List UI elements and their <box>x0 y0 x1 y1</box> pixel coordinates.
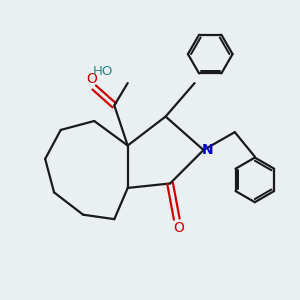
Text: O: O <box>87 72 98 86</box>
Text: HO: HO <box>93 65 113 78</box>
Text: O: O <box>174 221 184 235</box>
Text: N: N <box>202 143 214 157</box>
